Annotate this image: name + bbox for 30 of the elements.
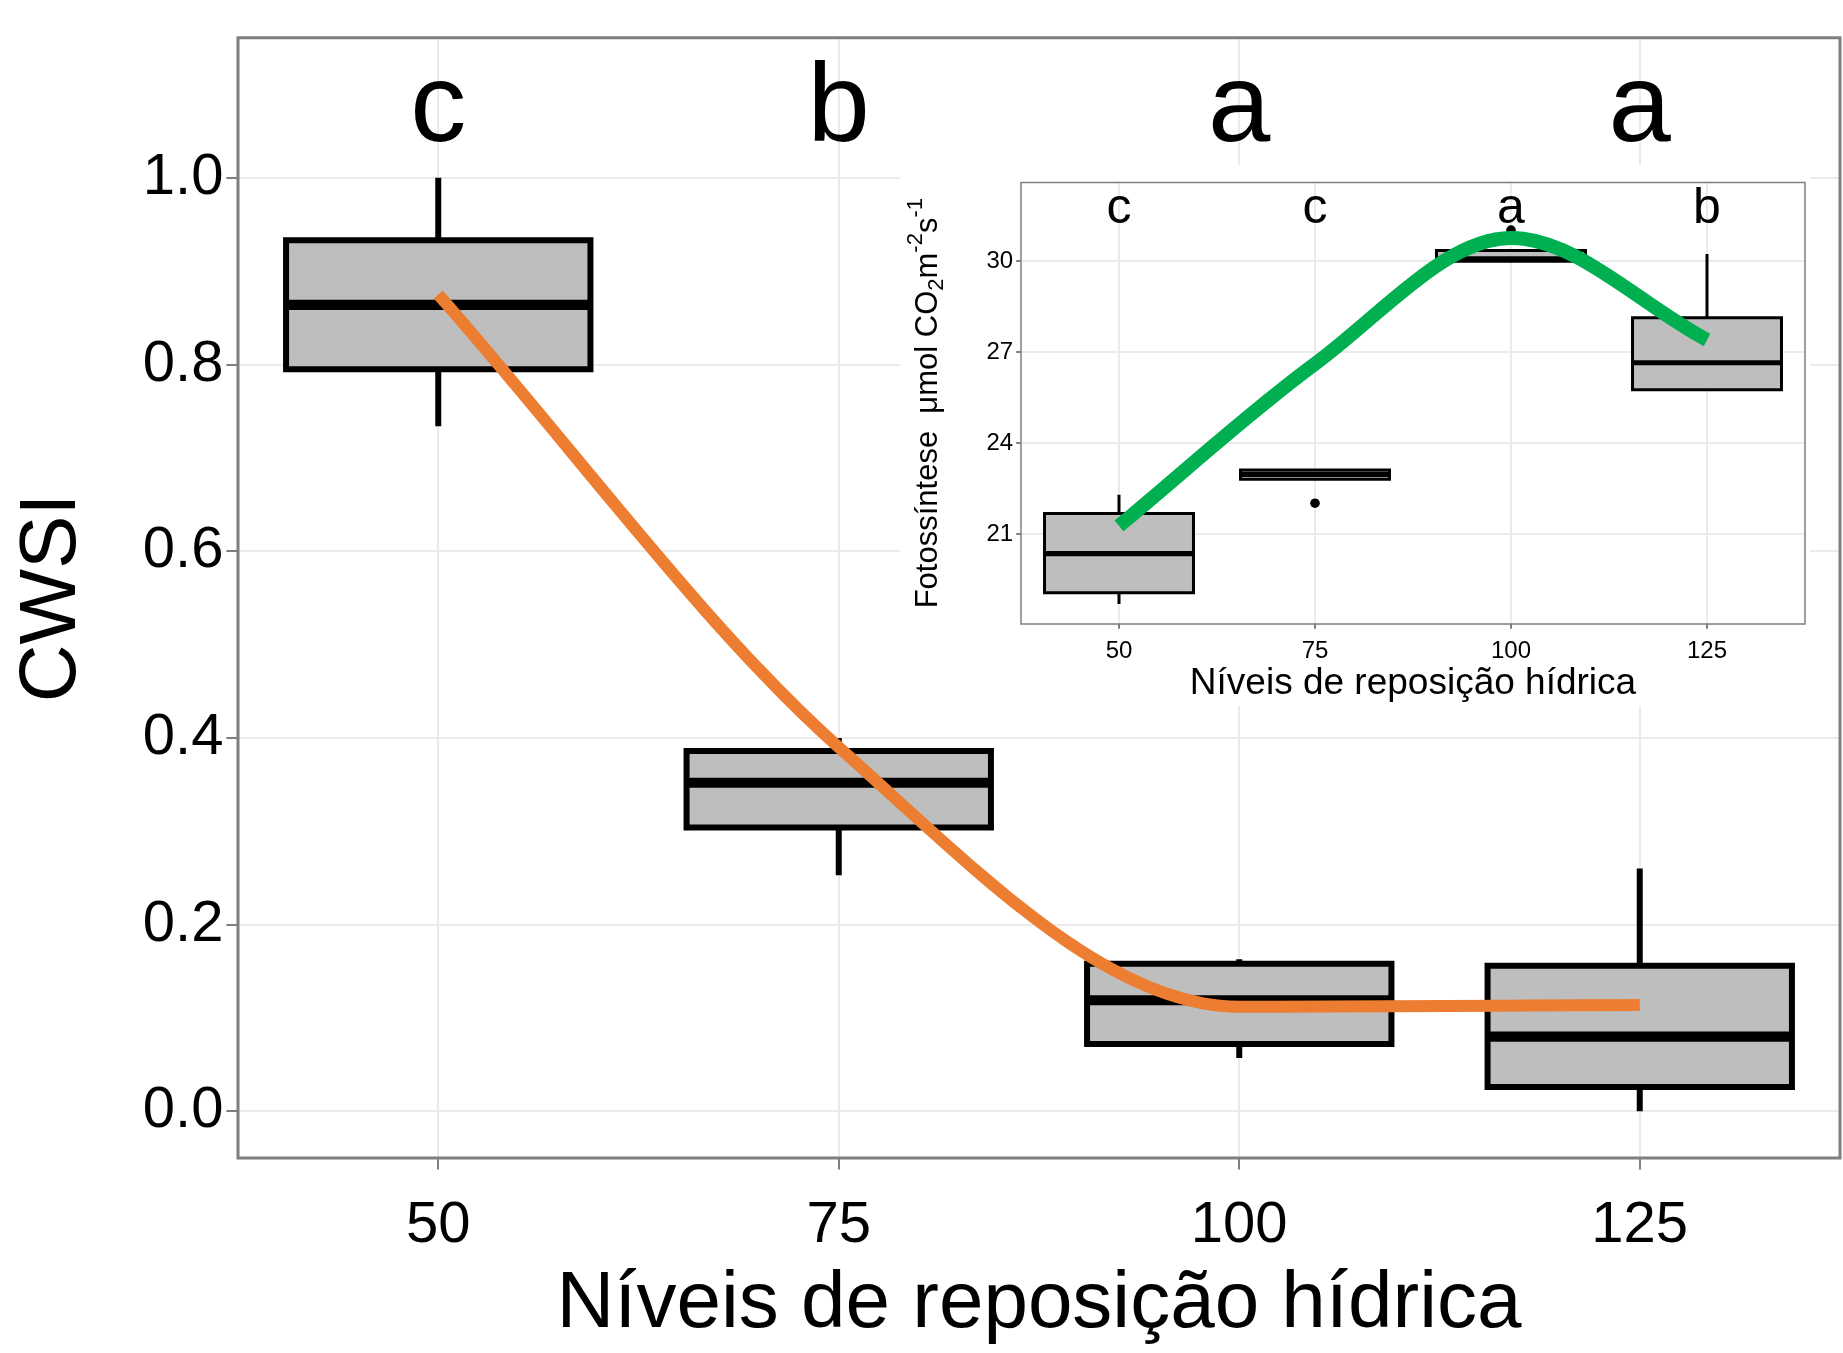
y-tick-label: 0.8 <box>142 327 224 393</box>
x-tick-label: 75 <box>1301 635 1329 663</box>
y-tick-label: 0.0 <box>142 1074 224 1140</box>
x-tick-label: 125 <box>1591 1189 1689 1255</box>
x-tick-label: 50 <box>1105 635 1133 663</box>
y-axis-title: CWSI <box>3 493 93 703</box>
annotation: b <box>807 39 870 165</box>
y-tick-label: 0.6 <box>142 514 224 580</box>
y-tick-label: 27 <box>986 336 1014 364</box>
annotation: c <box>1302 178 1328 235</box>
annotation: a <box>1497 178 1526 235</box>
x-tick-label: 125 <box>1686 635 1728 663</box>
x-axis-title: Níveis de reposição hídrica <box>556 1255 1522 1345</box>
x-tick-label: 50 <box>405 1189 471 1255</box>
x-tick-label: 100 <box>1490 635 1532 663</box>
y-tick-label: 0.4 <box>142 700 224 766</box>
y-tick-label: 1.0 <box>142 140 224 206</box>
x-axis-title: Níveis de reposição hídrica <box>1189 661 1637 702</box>
y-tick-label: 0.2 <box>142 887 224 953</box>
annotation: a <box>1608 39 1672 165</box>
y-tick-label: 30 <box>986 245 1014 273</box>
x-tick-label: 75 <box>806 1189 872 1255</box>
y-tick-label: 21 <box>986 519 1014 547</box>
annotation: c <box>410 39 467 165</box>
annotation: b <box>1693 178 1721 235</box>
annotation: a <box>1208 39 1272 165</box>
y-axis-title: Fotossíntese μmol CO2m-2s-1 <box>901 198 949 609</box>
annotation: c <box>1106 178 1132 235</box>
x-tick-label: 100 <box>1190 1189 1288 1255</box>
y-tick-label: 24 <box>986 428 1014 456</box>
